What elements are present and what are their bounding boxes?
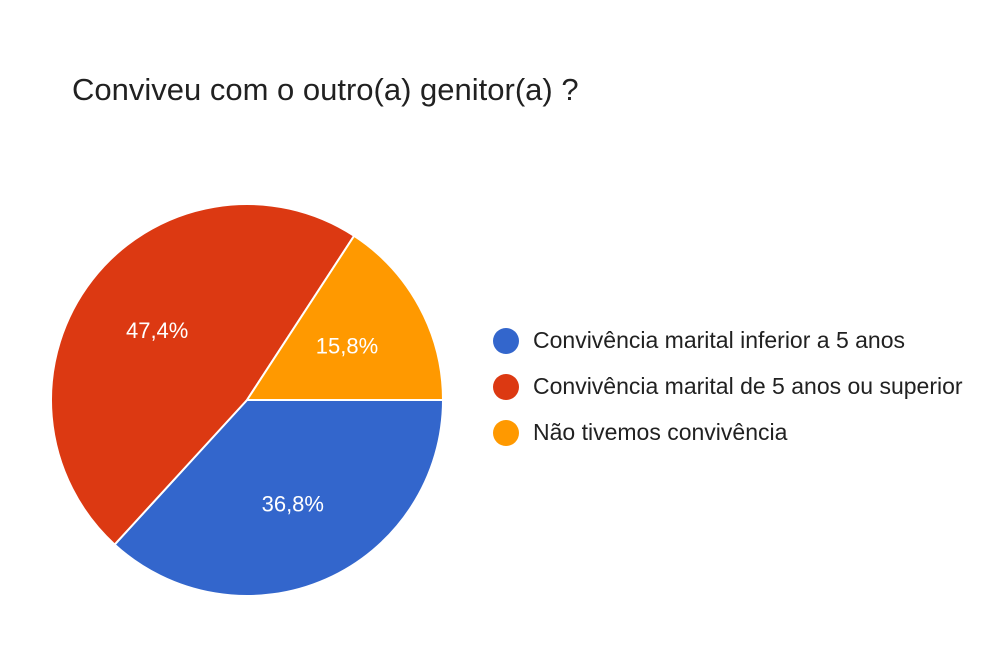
slice-data-label: 15,8% <box>316 333 378 358</box>
legend-label: Convivência marital de 5 anos ou superio… <box>533 373 963 399</box>
legend-item[interactable]: Não tivemos convivência <box>493 414 973 450</box>
legend-swatch <box>493 374 519 400</box>
chart-title: Conviveu com o outro(a) genitor(a) ? <box>72 72 579 107</box>
legend-label: Convivência marital inferior a 5 anos <box>533 327 906 353</box>
slice-data-label: 36,8% <box>262 492 324 517</box>
slice-data-label: 47,4% <box>126 318 188 343</box>
legend-label: Não tivemos convivência <box>533 419 788 445</box>
pie-slice[interactable] <box>50 203 356 546</box>
legend-item[interactable]: Convivência marital inferior a 5 anos <box>493 322 973 358</box>
legend-swatch <box>493 328 519 354</box>
legend-swatch <box>493 420 519 446</box>
pie-slice[interactable] <box>245 234 445 401</box>
legend-item[interactable]: Convivência marital de 5 anos ou superio… <box>493 368 973 404</box>
pie-slice[interactable] <box>113 399 445 597</box>
chart-legend: Convivência marital inferior a 5 anos Co… <box>493 322 973 460</box>
